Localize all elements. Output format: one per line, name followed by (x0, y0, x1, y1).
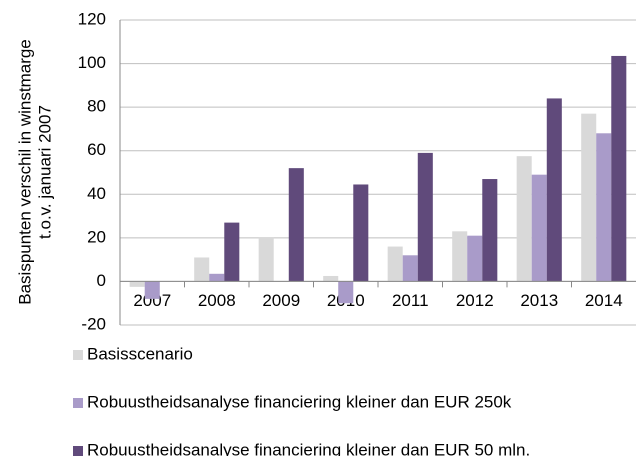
bar (258, 237, 274, 282)
legend-label: Basisscenario (87, 344, 193, 363)
y-tick-label: 120 (78, 9, 106, 28)
legend-swatch (73, 446, 83, 456)
bar (224, 222, 240, 282)
bar (387, 246, 403, 282)
x-tick-label: 2008 (198, 291, 236, 310)
bar (611, 55, 627, 282)
bar (596, 133, 612, 282)
bar (452, 231, 468, 282)
y-tick-label: 20 (87, 227, 106, 246)
bar (402, 255, 418, 282)
bar (288, 168, 304, 282)
y-tick-label: 60 (87, 140, 106, 159)
bar (209, 273, 225, 282)
legend-label: Robuustheidsanalyse financiering kleiner… (87, 440, 530, 456)
legend-swatch (73, 350, 83, 360)
x-tick-label: 2007 (133, 291, 171, 310)
y-tick-label: -20 (81, 314, 106, 333)
bar (581, 113, 597, 282)
bar (467, 235, 483, 282)
legend-label: Robuustheidsanalyse financiering kleiner… (87, 392, 512, 411)
bar (338, 281, 354, 304)
x-tick-label: 2009 (262, 291, 300, 310)
bar (482, 179, 498, 282)
y-axis-title: Basispunten verschil in winstmarge t.o.v… (15, 39, 54, 305)
bar (546, 98, 562, 282)
bar (353, 184, 369, 282)
bar (323, 275, 339, 282)
bar (417, 152, 433, 282)
y-axis-title-line: t.o.v. januari 2007 (35, 105, 54, 239)
y-tick-label: 40 (87, 184, 106, 203)
bar (531, 174, 547, 282)
bar (144, 281, 160, 299)
x-tick-label: 2011 (392, 291, 429, 310)
y-tick-label: 0 (97, 271, 106, 290)
legend-swatch (73, 398, 83, 408)
bar (129, 281, 145, 287)
bar (516, 156, 532, 282)
bar (194, 257, 210, 282)
y-tick-label: 80 (87, 97, 106, 116)
y-tick-label: 100 (78, 53, 106, 72)
x-tick-label: 2013 (520, 291, 558, 310)
x-tick-label: 2012 (456, 291, 494, 310)
y-axis-title-line: Basispunten verschil in winstmarge (15, 39, 34, 305)
x-tick-label: 2014 (585, 291, 623, 310)
